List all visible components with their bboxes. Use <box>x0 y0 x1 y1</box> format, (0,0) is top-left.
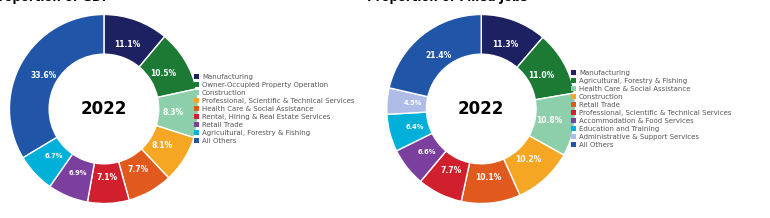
Wedge shape <box>139 37 196 97</box>
Text: 6.9%: 6.9% <box>69 170 87 176</box>
Wedge shape <box>119 149 169 200</box>
Text: 2022: 2022 <box>81 100 127 118</box>
Wedge shape <box>88 162 129 203</box>
Text: 7.1%: 7.1% <box>97 173 118 182</box>
Wedge shape <box>420 151 470 201</box>
Text: 8.3%: 8.3% <box>162 108 183 117</box>
Wedge shape <box>104 15 165 67</box>
Wedge shape <box>387 112 432 151</box>
Legend: Manufacturing, Agricultural, Forestry & Fishing, Health Care & Social Assistance: Manufacturing, Agricultural, Forestry & … <box>571 70 732 148</box>
Text: Proportion of Filled Jobs: Proportion of Filled Jobs <box>367 0 527 4</box>
Wedge shape <box>142 126 194 178</box>
Text: 8.1%: 8.1% <box>152 141 173 150</box>
Legend: Manufacturing, Owner-Occupied Property Operation, Construction, Professional, Sc: Manufacturing, Owner-Occupied Property O… <box>195 74 354 144</box>
Wedge shape <box>50 154 95 202</box>
Text: 7.7%: 7.7% <box>440 167 461 175</box>
Text: 33.6%: 33.6% <box>31 70 57 80</box>
Wedge shape <box>461 159 520 203</box>
Text: 2022: 2022 <box>458 100 504 118</box>
Wedge shape <box>23 137 72 186</box>
Text: 11.3%: 11.3% <box>492 40 518 49</box>
Text: 11.0%: 11.0% <box>528 70 554 80</box>
Text: Proportion of GDP: Proportion of GDP <box>0 0 110 4</box>
Wedge shape <box>9 15 104 158</box>
Text: 21.4%: 21.4% <box>425 51 451 60</box>
Text: 6.4%: 6.4% <box>405 124 424 129</box>
Wedge shape <box>529 93 576 155</box>
Wedge shape <box>389 15 481 97</box>
Text: 10.1%: 10.1% <box>475 173 501 182</box>
Text: 10.8%: 10.8% <box>536 116 562 125</box>
Text: 4.5%: 4.5% <box>403 100 422 106</box>
Wedge shape <box>481 15 543 67</box>
Text: 10.2%: 10.2% <box>514 155 541 164</box>
Text: 11.1%: 11.1% <box>115 40 141 49</box>
Wedge shape <box>504 136 564 195</box>
Wedge shape <box>397 133 446 181</box>
Wedge shape <box>156 89 199 138</box>
Text: 7.7%: 7.7% <box>127 165 149 174</box>
Text: 6.7%: 6.7% <box>44 153 63 159</box>
Text: 10.5%: 10.5% <box>150 69 176 78</box>
Text: 6.6%: 6.6% <box>418 149 437 155</box>
Wedge shape <box>517 37 574 100</box>
Wedge shape <box>387 88 428 114</box>
